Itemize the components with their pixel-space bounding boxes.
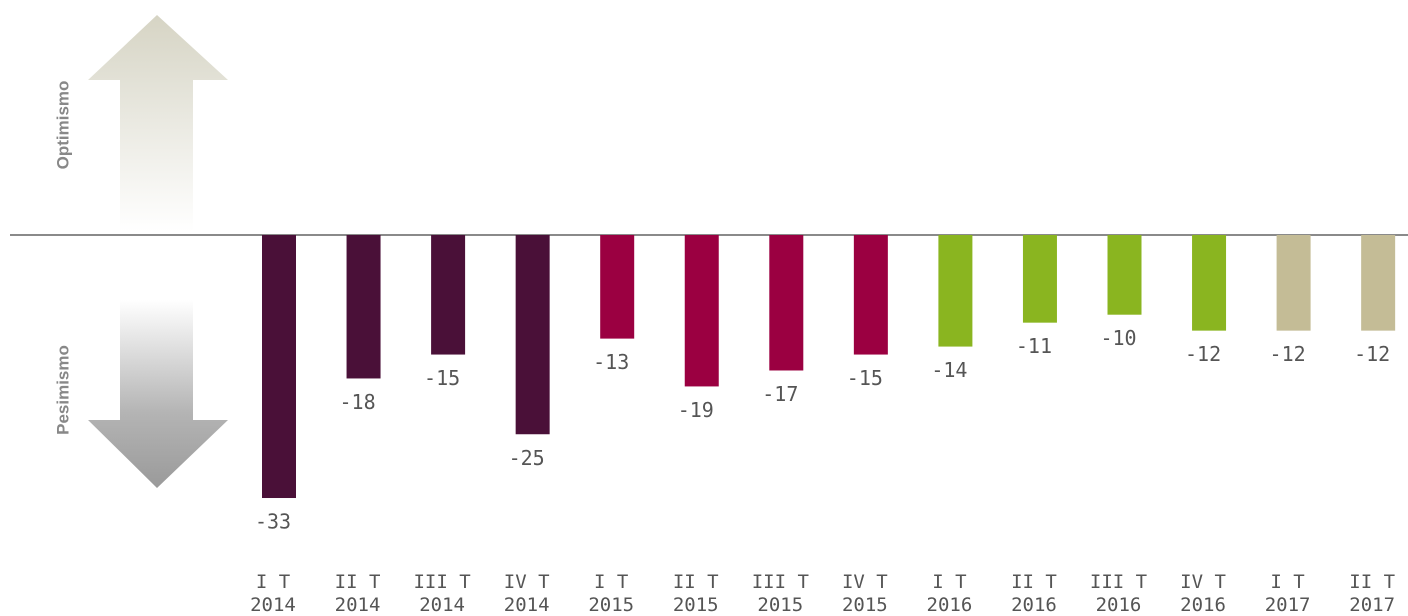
bar [1192, 235, 1227, 331]
bar [600, 235, 635, 339]
x-tick-label: III T 2014 [413, 571, 470, 616]
bar [769, 235, 804, 371]
x-tick-label: II T 2015 [673, 571, 719, 616]
x-tick-label: IV T 2015 [842, 571, 888, 616]
bar [431, 235, 466, 355]
value-label: -17 [762, 382, 798, 406]
value-label: -11 [1016, 334, 1052, 358]
pessimism-label: Pesimismo [53, 345, 72, 435]
value-label: -12 [1270, 342, 1306, 366]
x-tick-label: II T 2017 [1349, 571, 1395, 616]
bar [1107, 235, 1142, 315]
value-label: -19 [678, 398, 714, 422]
value-label: -13 [593, 350, 629, 374]
bar [1022, 235, 1057, 323]
bar [515, 235, 550, 435]
bar [684, 235, 719, 387]
value-label: -33 [255, 510, 291, 534]
value-label: -14 [931, 358, 967, 382]
value-label: -15 [424, 366, 460, 390]
x-tick-label: I T 2017 [1265, 571, 1311, 616]
x-tick-label: I T 2016 [927, 571, 973, 616]
bar [1276, 235, 1311, 331]
x-tick-label: III T 2016 [1090, 571, 1147, 616]
x-tick-label: III T 2015 [752, 571, 809, 616]
bar [853, 235, 888, 355]
value-label: -18 [339, 390, 375, 414]
x-tick-label: I T 2014 [250, 571, 296, 616]
x-tick-label: I T 2015 [588, 571, 634, 616]
x-tick-label: IV T 2016 [1180, 571, 1226, 616]
bar [262, 235, 296, 499]
optimism-label: Optimismo [53, 81, 72, 170]
value-label: -25 [509, 446, 545, 470]
value-label: -15 [847, 366, 883, 390]
bar [938, 235, 973, 347]
value-label: -12 [1185, 342, 1221, 366]
x-tick-label: II T 2016 [1011, 571, 1057, 616]
optimism-arrow [88, 15, 228, 232]
x-tick-label: IV T 2014 [504, 571, 550, 616]
x-tick-label: II T 2014 [335, 571, 381, 616]
value-label: -12 [1354, 342, 1390, 366]
pessimism-arrow [88, 300, 228, 488]
bar [1361, 235, 1396, 331]
bar [346, 235, 381, 379]
value-label: -10 [1100, 326, 1136, 350]
